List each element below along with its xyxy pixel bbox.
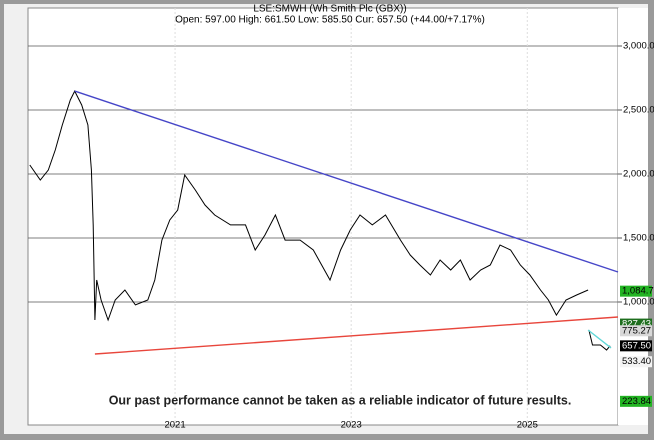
- price-tag-label: 657.50: [622, 340, 651, 351]
- price-line: [587, 329, 612, 349]
- price-tag-label: 775.27: [622, 325, 651, 336]
- price-tag-label: 223.84: [622, 396, 651, 407]
- price-tag: [620, 340, 652, 352]
- price-tag: [620, 356, 652, 368]
- x-tick-label: 2025: [517, 420, 538, 431]
- price-line: [74, 90, 619, 273]
- price-tag-label: 533.40: [622, 356, 651, 367]
- y-tick-label: 3,000.00: [623, 41, 654, 52]
- axis-area: [618, 8, 648, 425]
- price-tag: [620, 285, 652, 297]
- price-tag: [620, 318, 652, 330]
- price-tag-label: 827.43: [622, 319, 651, 330]
- chart-subtitle: Open: 597.00 High: 661.50 Low: 585.50 Cu…: [175, 15, 485, 26]
- price-tag: [620, 325, 652, 337]
- chart-title: LSE:SMWH (Wh Smith Plc (GBX)): [253, 4, 406, 15]
- plot-area: [27, 7, 619, 426]
- price-line: [29, 89, 611, 351]
- y-tick-label: 2,000.00: [623, 169, 654, 180]
- disclaimer: Our past performance cannot be taken as …: [109, 393, 572, 407]
- price-tag-label: 1,084.7: [622, 286, 654, 297]
- price-tag: [620, 395, 652, 407]
- x-tick-label: 2021: [164, 420, 185, 431]
- y-tick-label: 1,000.00: [623, 297, 654, 308]
- price-line: [94, 316, 619, 355]
- y-tick-label: 2,500.00: [623, 105, 654, 116]
- x-tick-label: 2023: [341, 420, 362, 431]
- y-tick-label: 1,500.00: [623, 233, 654, 244]
